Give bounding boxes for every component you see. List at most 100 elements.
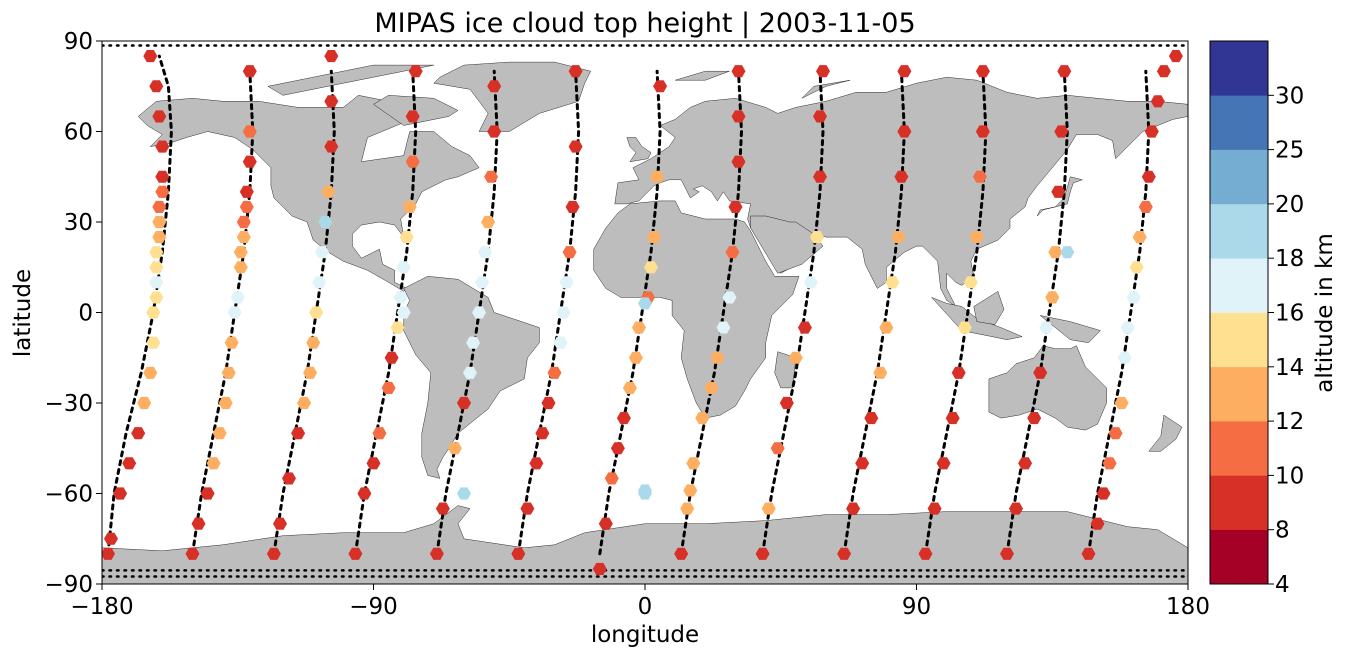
cloud-marker (846, 502, 861, 515)
cloud-marker (722, 291, 737, 304)
cloud-marker (969, 231, 984, 244)
cloud-marker (191, 517, 206, 530)
cloud-marker (1009, 502, 1023, 515)
x-tick-label: 180 (1166, 594, 1210, 620)
cloud-marker (457, 396, 471, 410)
cloud-marker (556, 306, 571, 319)
cloud-marker (384, 351, 399, 364)
cloud-marker (393, 291, 408, 304)
cloud-marker (1081, 547, 1096, 560)
land-greenland (433, 61, 591, 132)
cloud-marker (1045, 291, 1060, 304)
cloud-marker (816, 65, 830, 78)
map-area (102, 41, 1188, 584)
cloud-marker (731, 65, 746, 78)
x-tick-label: 0 (638, 594, 653, 620)
cloud-marker (553, 336, 568, 349)
x-tick-label: −90 (349, 594, 398, 620)
x-tick-label: −180 (70, 594, 133, 620)
cloud-marker (1168, 50, 1183, 63)
y-tick-label: −90 (44, 572, 93, 598)
land-novaya-zemlya (801, 80, 851, 99)
colorbar-tick-label: 14 (1275, 355, 1304, 381)
cloud-marker (143, 50, 158, 63)
cloud-marker (396, 306, 411, 319)
cloud-marker (568, 140, 583, 153)
cloud-marker (297, 396, 312, 410)
cloud-marker (716, 321, 731, 334)
cloud-marker (481, 215, 496, 229)
colorbar-band (1210, 421, 1268, 476)
cloud-marker (227, 306, 242, 319)
cloud-marker (644, 261, 658, 274)
cloud-marker (472, 306, 487, 319)
land-new-zealand (1148, 414, 1183, 452)
cloud-marker (321, 185, 336, 198)
orbit-track-1 (106, 54, 173, 556)
cloud-marker (837, 547, 852, 560)
colorbar-tick-label: 25 (1275, 138, 1304, 164)
cloud-marker (653, 80, 668, 93)
land-arctic-islands (267, 64, 434, 96)
cloud-marker (236, 231, 251, 244)
cloud-marker (324, 140, 339, 153)
colorbar-tick-label: 4 (1275, 572, 1290, 598)
y-axis-label: latitude (10, 269, 36, 357)
cloud-marker (535, 427, 550, 440)
cloud-marker (598, 517, 613, 530)
cloud-marker (1027, 412, 1042, 425)
cloud-marker (487, 125, 502, 138)
cloud-marker (143, 366, 158, 379)
colorbar-tick-label: 20 (1275, 192, 1304, 218)
cloud-marker (218, 396, 233, 410)
cloud-marker (975, 65, 990, 78)
orbit-track-10 (842, 69, 906, 556)
cloud-marker (457, 487, 471, 500)
cloud-marker (324, 95, 339, 108)
cloud-marker (511, 547, 526, 560)
cloud-marker (1000, 547, 1014, 560)
colorbar: 4 8 10 12 14 16 18 20 25 30 (1209, 40, 1304, 598)
cloud-marker (1150, 95, 1165, 108)
cloud-marker (520, 502, 535, 515)
colorbar-tick-label: 10 (1275, 463, 1304, 489)
land-antarctica (102, 505, 1188, 584)
y-tick-label: 90 (64, 29, 93, 55)
cloud-marker (918, 547, 933, 560)
cloud-marker (466, 336, 481, 349)
cloud-marker (810, 231, 824, 244)
colorbar-band (1210, 529, 1268, 585)
cloud-marker (541, 396, 556, 410)
cloud-marker (306, 336, 321, 349)
cloud-marker (813, 170, 827, 183)
chart-title: MIPAS ice cloud top height | 2003-11-05 (374, 8, 915, 39)
cloud-marker (487, 80, 502, 93)
cloud-marker (927, 502, 942, 515)
colorbar-band (1210, 258, 1268, 313)
cloud-marker (463, 366, 477, 379)
cloud-marker (683, 484, 698, 497)
cloud-marker (152, 200, 167, 213)
cloud-marker (797, 321, 812, 334)
cloud-marker (146, 306, 161, 319)
cloud-marker (704, 381, 719, 394)
cloud-marker (318, 215, 333, 229)
cloud-marker (1141, 170, 1156, 183)
cloud-marker (632, 321, 646, 334)
y-tick-label: 30 (64, 210, 93, 236)
cloud-marker (885, 276, 900, 289)
cloud-marker (152, 231, 167, 244)
land-australia (988, 345, 1107, 431)
x-tick-label: 90 (902, 594, 931, 620)
cloud-marker (936, 457, 951, 470)
y-tick-label: −30 (44, 391, 93, 417)
cloud-marker (475, 276, 490, 289)
cloud-marker (788, 351, 803, 364)
cloud-marker (957, 321, 972, 334)
cloud-marker (239, 200, 254, 213)
cloud-marker (695, 412, 710, 425)
cloud-marker (770, 442, 785, 455)
cloud-marker (547, 366, 562, 379)
cloud-marker (185, 547, 200, 560)
orbit-track-12 (1005, 69, 1069, 556)
